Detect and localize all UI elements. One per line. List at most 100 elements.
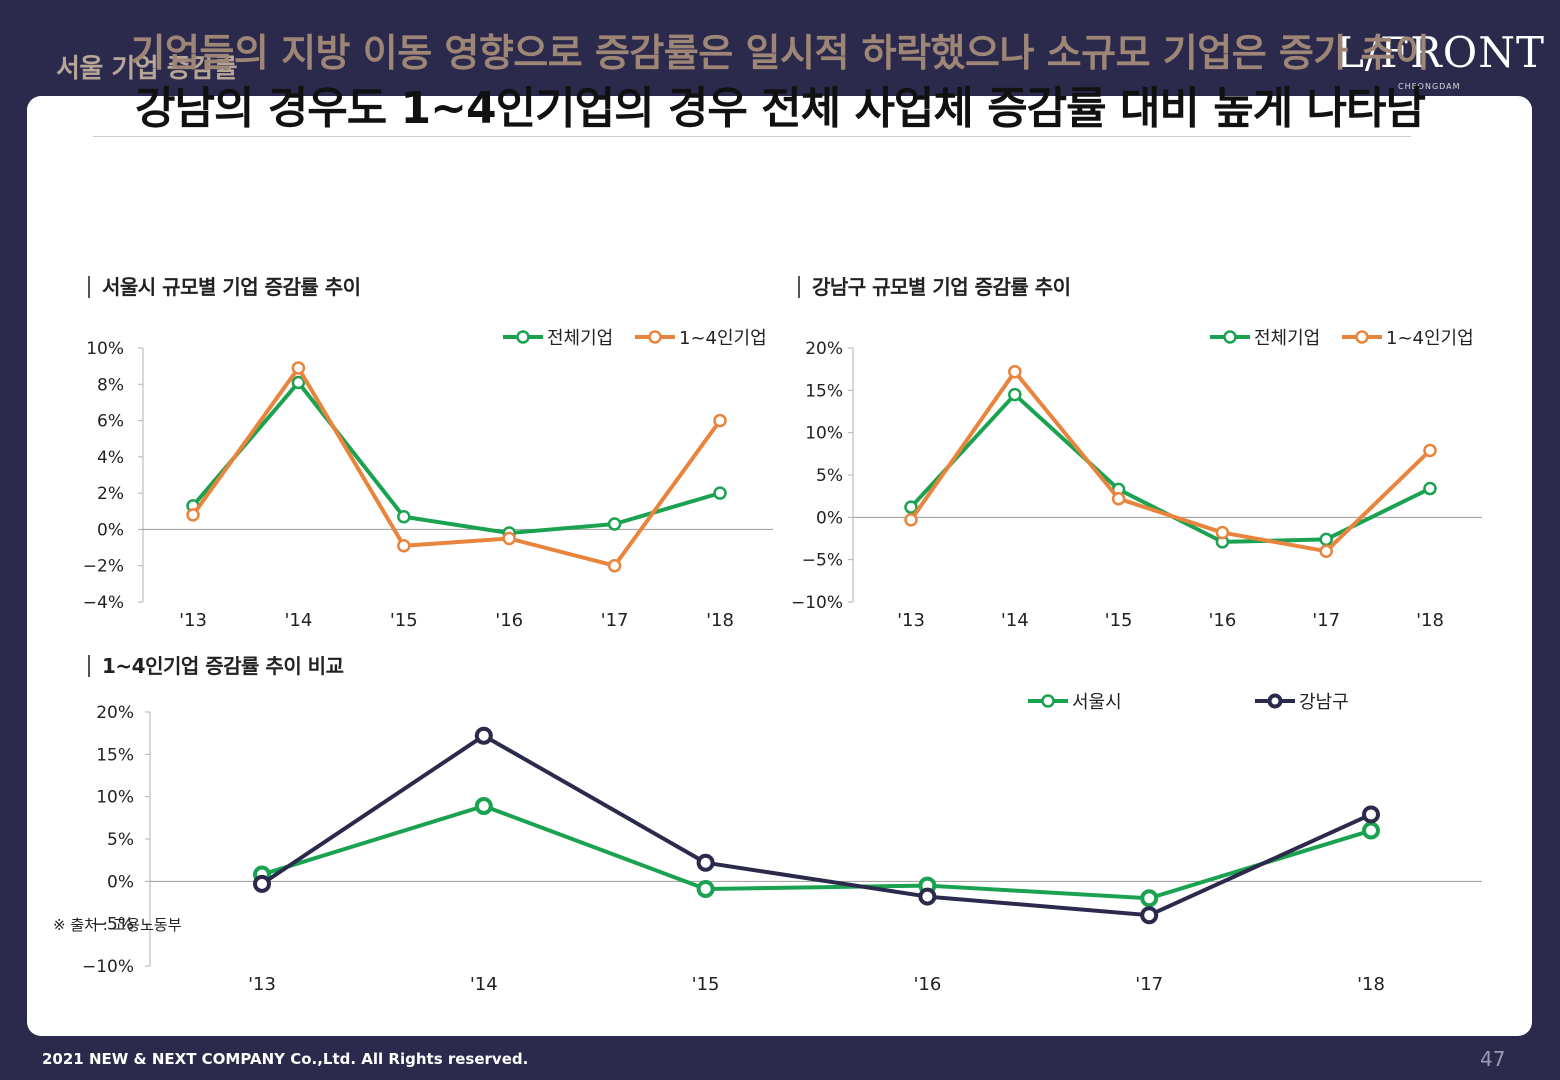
y-tick-label: 15% (805, 381, 843, 401)
y-tick-label: 4% (97, 448, 124, 468)
data-point (474, 796, 493, 815)
data-point (904, 500, 918, 514)
data-point (1140, 906, 1159, 925)
seoul-chart-title: 서울시 규모별 기업 증감률 추이 (88, 276, 361, 298)
x-tick-label: '14 (1001, 610, 1029, 631)
legend-label: 전체기업 (1254, 328, 1320, 349)
y-tick-label: 15% (96, 745, 134, 765)
y-tick-label: 0% (107, 872, 134, 892)
data-point (253, 874, 271, 893)
y-tick-label: 2% (97, 484, 124, 504)
x-tick-label: '14 (284, 610, 312, 631)
legend-swatch-marker (1223, 330, 1237, 344)
data-point (696, 853, 715, 872)
y-tick-label: −10% (82, 957, 134, 977)
data-point (1111, 491, 1126, 506)
y-tick-label: 20% (805, 339, 843, 359)
data-point (607, 558, 622, 573)
legend-label: 전체기업 (547, 328, 613, 349)
x-tick-label: '18 (706, 610, 734, 631)
series-line-2 (260, 733, 1372, 918)
x-tick-label: '17 (1312, 610, 1340, 631)
legend-swatch-marker (1041, 694, 1055, 708)
copyright-text: 2021 NEW & NEXT COMPANY Co.,Ltd. All Rig… (42, 1050, 529, 1068)
x-tick-label: '18 (1416, 610, 1444, 631)
page-number: 47 (1480, 1047, 1506, 1071)
headline-divider (93, 136, 1411, 137)
data-point (918, 887, 937, 906)
x-tick-label: '15 (692, 974, 720, 995)
page-section-title: 서울 기업 증감률 (56, 54, 238, 84)
y-tick-label: 20% (96, 703, 134, 723)
data-point (397, 539, 411, 553)
series-line-1 (261, 803, 1372, 901)
y-tick-label: −4% (83, 593, 124, 613)
x-tick-label: '17 (601, 610, 629, 631)
x-tick-label: '13 (248, 974, 276, 995)
compare-chart-title: 1~4인기업 증감률 추이 비교 (88, 655, 344, 677)
y-tick-label: 10% (805, 424, 843, 444)
legend-swatch-marker (1355, 330, 1369, 344)
data-point (1140, 889, 1159, 908)
x-tick-label: '15 (1105, 610, 1133, 631)
data-point (1319, 544, 1333, 558)
x-tick-label: '13 (897, 610, 925, 631)
data-point (502, 531, 516, 546)
source-note: ※ 출처 : 고용노동부 (53, 916, 182, 934)
gangnam-chart-title: 강남구 규모별 기업 증감률 추이 (798, 276, 1071, 298)
main-headline: 강남의 경우도 1~4인기업의 경우 전체 사업체 증감률 대비 높게 나타남 (135, 83, 1426, 134)
y-tick-label: −2% (83, 557, 124, 577)
legend-label: 서울시 (1072, 692, 1122, 713)
x-tick-label: '13 (179, 610, 207, 631)
data-point (713, 486, 727, 500)
y-tick-label: 0% (816, 508, 843, 528)
legend-swatch-marker (648, 330, 662, 344)
y-tick-label: −5% (802, 551, 843, 571)
data-point (1008, 387, 1022, 402)
data-point (474, 726, 493, 745)
x-tick-label: '16 (495, 610, 523, 631)
x-tick-label: '14 (470, 974, 498, 995)
data-point (1423, 443, 1437, 458)
data-point (1362, 805, 1380, 824)
series-line-1 (191, 380, 721, 536)
legend-label: 1~4인기업 (679, 328, 767, 349)
series-line-2 (909, 369, 1432, 554)
series-line-2 (191, 365, 722, 568)
y-tick-label: 0% (97, 520, 124, 540)
data-point (1423, 481, 1437, 496)
y-tick-label: −10% (791, 593, 843, 613)
data-point (291, 375, 306, 390)
data-point (696, 879, 715, 898)
y-tick-label: 6% (97, 412, 124, 432)
legend-label: 강남구 (1299, 692, 1349, 713)
content-panel (27, 96, 1532, 1036)
data-point (186, 508, 200, 522)
data-point (1008, 364, 1022, 379)
legend-swatch-marker (516, 330, 530, 344)
brand-logo-subtext: CHEONGDAM (1398, 82, 1461, 91)
y-tick-label: 8% (97, 375, 124, 395)
brand-logo-text: L/FRONT (1336, 28, 1546, 77)
data-point (904, 513, 918, 527)
x-tick-label: '16 (913, 974, 941, 995)
data-point (397, 509, 411, 524)
data-point (291, 361, 306, 375)
sub-headline: 기업들의 지방 이동 영향으로 증감률은 일시적 하락했으나 소규모 기업은 증… (130, 31, 1430, 75)
y-tick-label: 10% (96, 788, 134, 808)
x-tick-label: '15 (390, 610, 418, 631)
y-tick-label: 10% (86, 339, 124, 359)
y-tick-label: 5% (107, 830, 134, 850)
x-tick-label: '16 (1208, 610, 1236, 631)
x-tick-label: '18 (1357, 974, 1385, 995)
y-tick-label: 5% (816, 466, 843, 486)
y-tick-label: −5% (93, 915, 134, 935)
legend-swatch-marker (1267, 693, 1283, 709)
data-point (1362, 821, 1380, 840)
data-point (1215, 525, 1230, 540)
x-tick-label: '17 (1135, 974, 1163, 995)
brand-logo: L/FRONT CHEONGDAM (1336, 28, 1544, 92)
